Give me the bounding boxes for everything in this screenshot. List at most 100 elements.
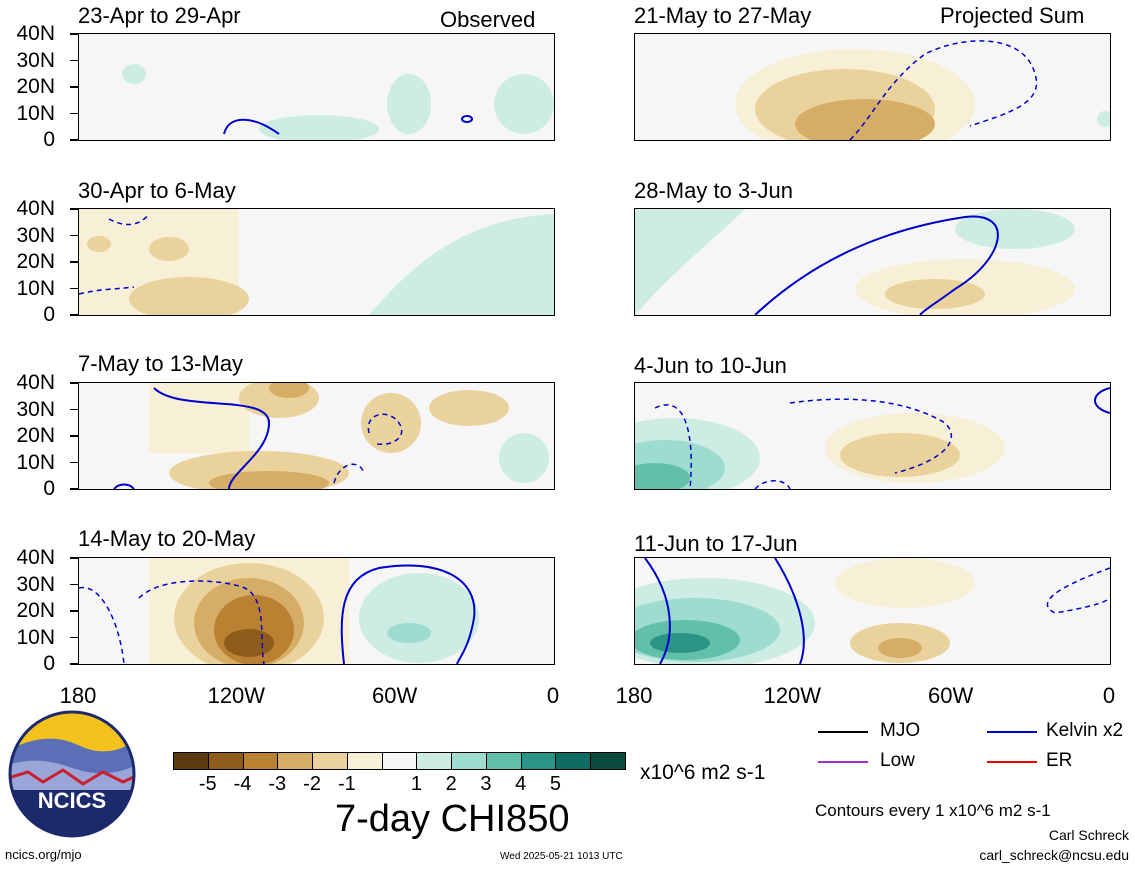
y-tick-label: 40N — [16, 197, 55, 220]
y-tick-label: 20N — [16, 75, 55, 98]
y-tick-label: 20N — [16, 599, 55, 622]
y-tick — [70, 208, 78, 210]
y-tick — [70, 33, 78, 35]
x-tick-label: 120W — [763, 683, 822, 708]
map-field — [635, 209, 1075, 315]
colorbar-tick-label: -5 — [198, 773, 217, 795]
mjo-line — [818, 731, 868, 733]
y-tick-label: 20N — [16, 424, 55, 447]
y-tick-label: 40N — [16, 22, 55, 45]
y-tick-label: 0 — [43, 652, 55, 675]
legend-label: Kelvin x2 — [1046, 720, 1124, 741]
y-tick-label: 10N — [16, 276, 55, 300]
x-tick-label: 120W — [207, 683, 266, 708]
map-field — [113, 383, 549, 489]
colorbar-swatch — [555, 752, 592, 770]
y-tick-label: 0 — [43, 303, 55, 326]
panel-title: 14-May to 20-May — [78, 526, 256, 551]
er-line — [987, 761, 1037, 763]
footer-timestamp: Wed 2025-05-21 1013 UTC — [500, 851, 623, 862]
colorbar-tick-label: 3 — [480, 773, 492, 795]
colorbar-swatch — [381, 752, 418, 770]
y-tick — [70, 610, 78, 612]
footer-email: carl_schreck@ncsu.edu — [979, 847, 1129, 863]
y-tick — [70, 663, 78, 665]
y-tick — [70, 86, 78, 88]
y-tick-label: 20N — [16, 250, 55, 273]
main-title: 7-day CHI850 — [335, 798, 570, 840]
map-panel — [634, 382, 1111, 490]
map-field — [79, 558, 479, 664]
y-tick-label: 30N — [16, 223, 55, 247]
colorbar-units: x10^6 m2 s-1 — [640, 761, 766, 784]
x-tick-label: 0 — [546, 683, 560, 708]
y-tick — [70, 261, 78, 263]
colorbar-swatch — [451, 752, 487, 770]
x-tick-label: 180 — [59, 683, 97, 708]
y-tick — [70, 382, 78, 384]
panel-title: 21-May to 27-May — [634, 3, 812, 28]
colorbar-tick-label: 5 — [549, 773, 562, 795]
y-tick — [70, 461, 78, 463]
colorbar-tick-label: -2 — [303, 773, 321, 795]
y-tick-label: 10N — [16, 450, 55, 474]
x-tick-label: 0 — [1102, 683, 1116, 708]
map-field — [79, 209, 554, 315]
colorbar-swatch — [207, 752, 244, 770]
logo-text: NCICS — [37, 788, 107, 813]
low-line — [818, 761, 868, 763]
colorbar-swatch — [416, 752, 453, 770]
map-panel — [634, 557, 1111, 665]
map-panel — [78, 33, 555, 141]
y-tick — [70, 636, 78, 638]
map-panel — [78, 382, 555, 490]
y-tick — [70, 408, 78, 410]
contour-note: Contours every 1 x10^6 m2 s-1 — [815, 801, 1051, 820]
panel-title: 30-Apr to 6-May — [78, 178, 236, 203]
y-tick-label: 40N — [16, 546, 55, 569]
map-field — [635, 558, 1110, 664]
ncics-logo: NCICS — [8, 710, 136, 838]
map-field — [735, 40, 1110, 140]
colorbar-tick-label: -4 — [233, 773, 252, 795]
y-tick-label: 0 — [43, 477, 55, 500]
colorbar-tick-label: -1 — [337, 773, 356, 795]
y-tick-label: 30N — [16, 397, 55, 421]
panel-note: Projected Sum — [940, 3, 1085, 28]
panel-title: 28-May to 3-Jun — [634, 178, 793, 203]
footer-author: Carl Schreck — [1048, 827, 1129, 843]
y-tick-label: 40N — [16, 371, 55, 394]
y-tick — [70, 287, 78, 289]
colorbar-swatch — [242, 752, 279, 770]
y-tick — [70, 583, 78, 585]
map-panel — [634, 33, 1111, 141]
y-tick — [70, 557, 78, 559]
colorbar-swatch — [173, 752, 209, 770]
y-tick-label: 10N — [16, 101, 55, 125]
panel-title: 23-Apr to 29-Apr — [78, 3, 241, 28]
panel-title: 4-Jun to 10-Jun — [634, 353, 787, 378]
map-panel — [634, 208, 1111, 316]
panel-note: Observed — [440, 7, 536, 32]
colorbar-swatch — [312, 752, 348, 770]
colorbar-swatch — [277, 752, 314, 770]
colorbar-tick-label: -3 — [268, 773, 287, 795]
map-panel — [78, 208, 555, 316]
colorbar-tick-label: 4 — [515, 773, 527, 795]
y-tick-label: 10N — [16, 625, 55, 649]
colorbar-swatch — [520, 752, 557, 770]
y-tick — [70, 112, 78, 114]
x-tick-label: 60W — [928, 683, 974, 708]
footer-url: ncics.org/mjo — [5, 847, 82, 862]
panel-title: 7-May to 13-May — [78, 351, 244, 376]
map-panel — [78, 557, 555, 665]
y-tick — [70, 59, 78, 61]
colorbar-tick-label: 1 — [410, 773, 422, 795]
legend-label: ER — [1046, 750, 1073, 771]
colorbar-swatch — [590, 752, 626, 770]
x-tick-label: 180 — [615, 683, 653, 708]
map-field — [122, 64, 554, 140]
map-field — [635, 387, 1110, 489]
kelvin-line — [987, 731, 1037, 733]
y-tick — [70, 314, 78, 316]
